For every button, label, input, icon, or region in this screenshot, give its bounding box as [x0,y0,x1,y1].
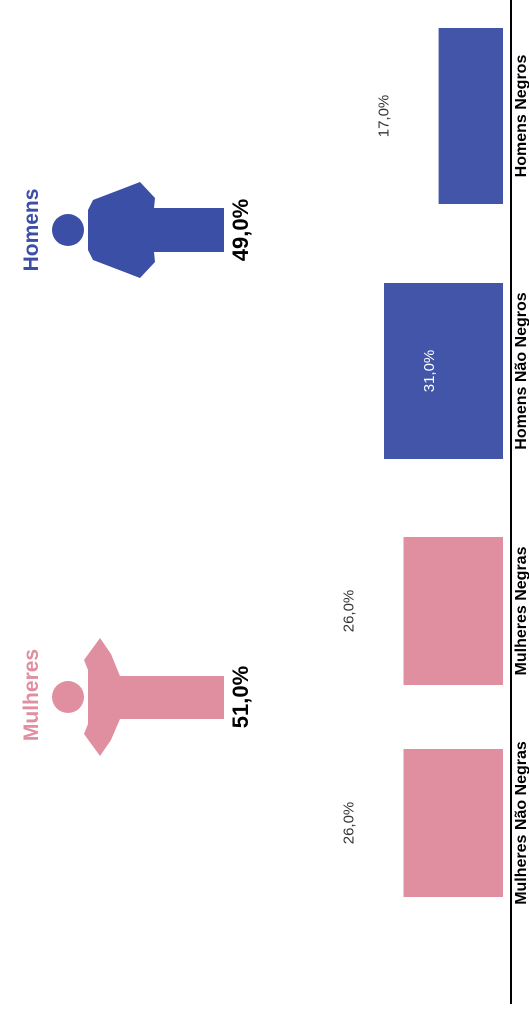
bar [403,749,503,897]
data-label: 17,0% [376,95,393,138]
group-percentage: 49,0% [228,199,253,261]
bar [384,283,503,459]
person-male-icon [52,182,224,278]
category-label: Mulheres Negras [513,546,529,675]
group-homens: Homens 49,0% [20,182,253,278]
category-label: Homens Negros [513,55,529,178]
group-percentage: 51,0% [228,666,253,728]
group-mulheres: Mulheres 51,0% [20,638,253,756]
group-title: Homens [20,189,43,272]
bar [403,537,503,685]
category-label: Homens Não Negros [513,292,529,449]
data-label: 31,0% [421,350,438,393]
person-female-icon [52,638,224,756]
data-label: 26,0% [341,590,358,633]
group-title: Mulheres [20,649,43,741]
category-label: Mulheres Não Negras [513,741,529,905]
bar [438,28,503,204]
data-label: 26,0% [341,802,358,845]
